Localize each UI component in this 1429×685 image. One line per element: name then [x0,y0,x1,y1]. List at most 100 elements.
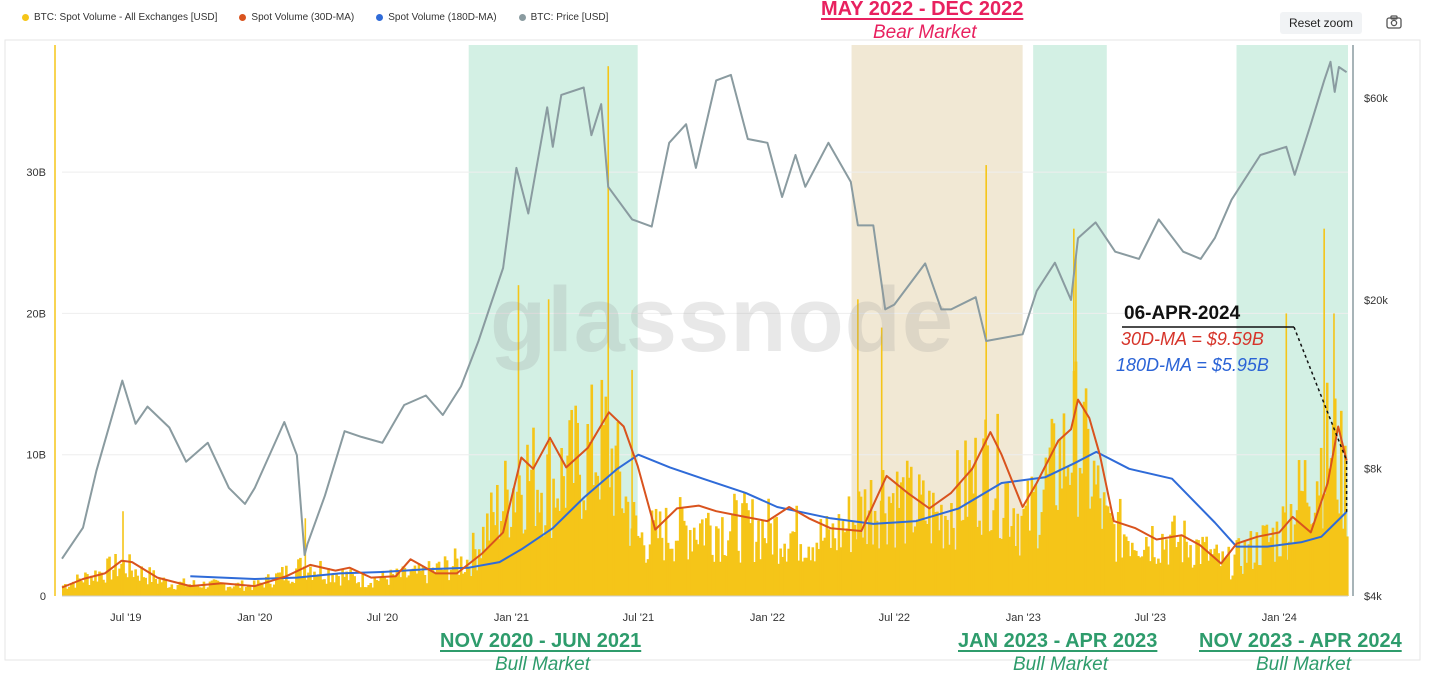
volume-bar [1014,545,1018,596]
legend-item-spot-volume[interactable]: BTC: Spot Volume - All Exchanges [USD] [22,12,217,23]
volume-bar [148,567,152,596]
volume-bar [757,520,760,596]
volume-bar [1046,473,1050,596]
volume-bar [610,448,614,596]
volume-bar [576,422,580,596]
volume-bar [877,548,881,596]
volume-bar [106,558,109,596]
volume-bar [345,571,348,596]
volume-bar [1229,579,1233,596]
volume-bar [950,503,953,596]
volume-bar [210,580,214,596]
volume-bar [208,581,212,596]
volume-bar [449,569,453,596]
volume-bar [1217,553,1220,596]
volume-bar [542,536,545,596]
volume-bar [883,513,887,596]
y-left-tick-label-2: 20B [26,308,46,320]
volume-bar [487,540,491,596]
volume-bar [1004,483,1008,596]
volume-bar [974,437,977,596]
volume-bar [1337,513,1341,596]
volume-bar [608,487,612,596]
price-series [61,60,1348,560]
volume-bar [903,543,907,596]
volume-bar [457,574,461,596]
volume-bar [917,474,921,596]
volume-bar [1293,524,1297,596]
volume-bar [108,556,111,596]
volume-bar [250,590,254,596]
volume-bar [801,561,805,596]
volume-bar [170,584,174,596]
volume-bar [1068,484,1072,596]
volume-bar [283,580,286,596]
volume-bar [403,567,407,596]
volume-bar [1010,526,1014,596]
volume-bar [1094,484,1098,596]
volume-bar [528,481,531,596]
volume-bar [616,422,620,596]
volume-bar [401,566,405,596]
volume-bar [534,526,537,596]
volume-spike-6 [631,369,633,596]
volume-bar [990,530,993,596]
volume-bar [785,561,788,596]
volume-bar [1257,565,1261,596]
volume-bar [566,455,569,596]
volume-bar [688,530,692,596]
legend-item-price[interactable]: BTC: Price [USD] [518,12,608,23]
volume-bar [1016,513,1020,596]
volume-bar [174,589,178,596]
volume-bar [262,587,266,596]
volume-bar [1157,558,1160,596]
volume-bar [194,584,198,596]
volume-bar [662,560,666,596]
volume-bar [455,558,459,596]
volume-bar [1291,544,1295,596]
legend-item-180d-ma[interactable]: Spot Volume (180D-MA) [376,12,497,23]
volume-bar [421,566,425,596]
volume-bar [1323,493,1327,596]
volume-bar [230,588,234,596]
volume-bar [1299,490,1303,596]
camera-icon[interactable] [1386,14,1402,30]
volume-bar [232,586,236,596]
volume-bar [214,579,218,596]
volume-bar [196,585,200,596]
volume-bar [124,573,127,596]
ma30-series [61,398,1348,589]
volume-bar [1295,510,1299,596]
volume-bar [1251,568,1255,596]
volume-bar [897,507,901,596]
volume-bar [212,579,216,596]
volume-bar [498,538,501,596]
volume-bar [240,580,244,596]
reset-zoom-button[interactable]: Reset zoom [1280,12,1362,34]
volume-bar [504,460,507,596]
y-right-tick-label-3: $60k [1364,93,1388,105]
volume-bar [431,567,435,596]
volume-bar [1231,575,1235,596]
volume-bar [1008,536,1012,596]
volume-bar [988,531,991,596]
legend-item-30d-ma[interactable]: Spot Volume (30D-MA) [239,12,354,23]
volume-bar [1143,549,1146,596]
volume-bar [1273,561,1277,596]
volume-bar [447,580,451,596]
volume-bar [1151,526,1154,596]
volume-bar [733,493,736,596]
volume-bar [654,508,658,596]
volume-bar [206,587,210,596]
volume-bar [144,577,147,596]
volume-bar [1263,525,1267,596]
volume-bar [994,498,997,596]
volume-bar [960,520,963,596]
volume-bar [359,587,362,596]
volume-bar [289,583,292,596]
volume-spike-2 [304,518,307,596]
volume-bar [1335,499,1339,596]
volume-bar [425,583,429,596]
axes [54,45,1354,597]
x-tick-label-8: Jul '23 [1135,612,1166,624]
